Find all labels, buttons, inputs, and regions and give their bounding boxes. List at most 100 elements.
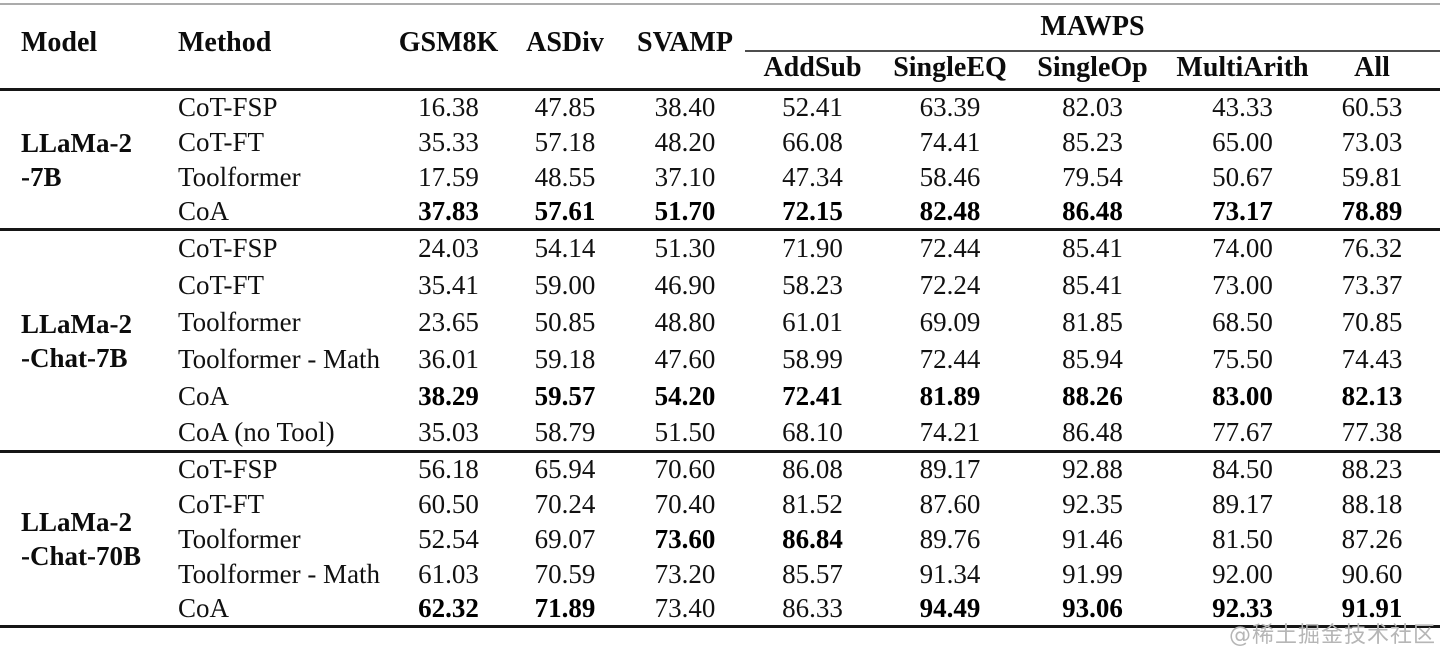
method-name: CoA (178, 380, 230, 411)
score-cell: 73.40 (654, 592, 716, 623)
score-cell: 71.89 (534, 592, 596, 623)
score-cell: 62.32 (418, 592, 479, 623)
score-cell: 82.03 (1062, 92, 1123, 123)
score-cell: 83.00 (1212, 380, 1273, 411)
score-cell: 81.50 (1212, 523, 1273, 554)
table-header: Model Method GSM8K ASDiv SVAMP MAWPS Add… (0, 6, 1440, 90)
score-cell: 47.34 (782, 161, 843, 192)
score-cell: 54.20 (654, 380, 716, 411)
table-row: CoT-FT 60.50 70.24 70.40 81.52 87.60 92.35 89.1… (0, 487, 1440, 522)
score-cell: 51.50 (654, 416, 716, 447)
method-name: CoT-FT (178, 488, 265, 519)
score-cell: 85.41 (1062, 269, 1123, 300)
score-cell: 91.34 (919, 558, 981, 589)
score-cell: 73.17 (1212, 195, 1273, 226)
score-cell: 60.53 (1341, 92, 1403, 123)
score-cell: 24.03 (418, 233, 479, 264)
score-cell: 71.90 (782, 233, 843, 264)
table-row: Toolformer 17.59 48.55 37.10 47.34 58.46 79.54… (0, 160, 1440, 195)
score-cell: 91.46 (1062, 523, 1123, 554)
score-cell: 92.33 (1212, 592, 1273, 623)
score-cell: 74.43 (1341, 343, 1403, 374)
model-name: LLaMa-2 -7B (0, 90, 165, 230)
score-cell: 68.50 (1212, 306, 1273, 337)
table-row: LLaMa-2 -Chat-7B CoT-FSP 24.03 54.14 51.30 71.… (0, 230, 1440, 372)
method-name: CoA (178, 592, 230, 623)
score-cell: 35.03 (418, 416, 479, 447)
model-name-line: LLaMa-2 (21, 507, 132, 537)
score-cell: 74.41 (919, 126, 981, 157)
score-cell: 85.41 (1062, 233, 1123, 264)
score-cell: 38.29 (418, 380, 479, 411)
model-group: LLaMa-2 -7B CoT-FSP 16.38 47.85 38.40 52.41 63.… (0, 89, 1440, 230)
score-cell: 47.85 (534, 92, 596, 123)
score-cell: 85.23 (1062, 126, 1123, 157)
score-cell: 88.26 (1062, 380, 1123, 411)
table-row: CoT-FT 35.41 59.00 46.90 58.23 72.24 85.41 73.0… (0, 267, 1440, 304)
score-cell: 73.37 (1341, 269, 1403, 300)
score-cell: 70.59 (534, 558, 596, 589)
table-row: CoA 37.83 57.61 51.70 72.15 82.48 86.48 73.17 78… (0, 195, 1440, 230)
score-cell: 38.40 (654, 92, 716, 123)
score-cell: 35.33 (418, 126, 479, 157)
score-cell: 92.35 (1062, 488, 1123, 519)
score-cell: 81.85 (1062, 306, 1123, 337)
score-cell: 48.80 (654, 306, 716, 337)
score-cell: 78.89 (1341, 195, 1403, 226)
score-cell: 93.06 (1062, 592, 1123, 623)
header-row-top: Model Method GSM8K ASDiv SVAMP MAWPS (0, 6, 1440, 58)
score-cell: 92.88 (1062, 454, 1123, 485)
method-name: Toolformer (178, 523, 301, 554)
score-cell: 92.00 (1212, 558, 1273, 589)
table-row: CoA 38.29 59.57 54.20 72.41 81.89 88.26 83.00 82… (0, 378, 1440, 415)
table-row: Toolformer - Math 36.01 59.18 47.60 58.99 72.… (0, 341, 1440, 378)
column-header-asdiv: ASDiv (526, 27, 604, 58)
score-cell: 57.18 (534, 126, 596, 157)
score-cell: 56.18 (418, 454, 479, 485)
header-row-mawps-sub: AddSub SingleEQ SingleOp MultiArith All (0, 51, 1440, 90)
score-cell: 52.54 (418, 523, 479, 554)
score-cell: 74.21 (919, 416, 981, 447)
column-header-mawps-group: MAWPS (745, 6, 1440, 52)
method-name: CoA (178, 195, 230, 226)
score-cell: 59.18 (534, 343, 596, 374)
score-cell: 43.33 (1212, 92, 1273, 123)
model-name-line: LLaMa-2 (21, 127, 132, 158)
score-cell: 70.40 (654, 488, 716, 519)
score-cell: 50.67 (1212, 161, 1273, 192)
score-cell: 65.00 (1212, 126, 1273, 157)
score-cell: 72.15 (782, 195, 843, 226)
method-name: CoT-FT (178, 269, 265, 300)
score-cell: 68.10 (782, 416, 843, 447)
method-name: CoT-FT (178, 126, 265, 157)
model-name-line: LLaMa-2 (21, 308, 132, 339)
score-cell: 72.24 (919, 269, 981, 300)
table-row: Toolformer - Math 61.03 70.59 73.20 85.57 91.… (0, 557, 1440, 592)
score-cell: 89.76 (919, 523, 981, 554)
score-cell: 91.91 (1341, 592, 1403, 623)
score-cell: 81.89 (919, 380, 981, 411)
score-cell: 91.99 (1062, 558, 1123, 589)
score-cell: 85.57 (782, 558, 843, 589)
score-cell: 87.60 (919, 488, 981, 519)
score-cell: 65.94 (534, 454, 596, 485)
score-cell: 77.38 (1341, 416, 1403, 447)
model-name: LLaMa-2 -Chat-70B (0, 452, 165, 627)
score-cell: 48.55 (534, 161, 596, 192)
score-cell: 61.01 (782, 306, 843, 337)
table-row: CoA 62.32 71.89 73.40 86.33 94.49 93.06 92.33 91… (0, 592, 1440, 627)
score-cell: 73.20 (654, 558, 716, 589)
method-name: CoT-FSP (178, 92, 278, 123)
score-cell: 84.50 (1212, 454, 1273, 485)
score-cell: 77.67 (1212, 416, 1273, 447)
score-cell: 86.48 (1062, 416, 1123, 447)
column-header-singleeq: SingleEQ (893, 52, 1007, 83)
method-name: CoT-FSP (178, 233, 278, 264)
column-header-singleop: SingleOp (1037, 52, 1148, 83)
score-cell: 89.17 (1212, 488, 1273, 519)
score-cell: 59.00 (534, 269, 596, 300)
column-header-method: Method (178, 27, 272, 58)
score-cell: 58.46 (919, 161, 981, 192)
score-cell: 89.17 (919, 454, 981, 485)
method-name: Toolformer (178, 306, 301, 337)
